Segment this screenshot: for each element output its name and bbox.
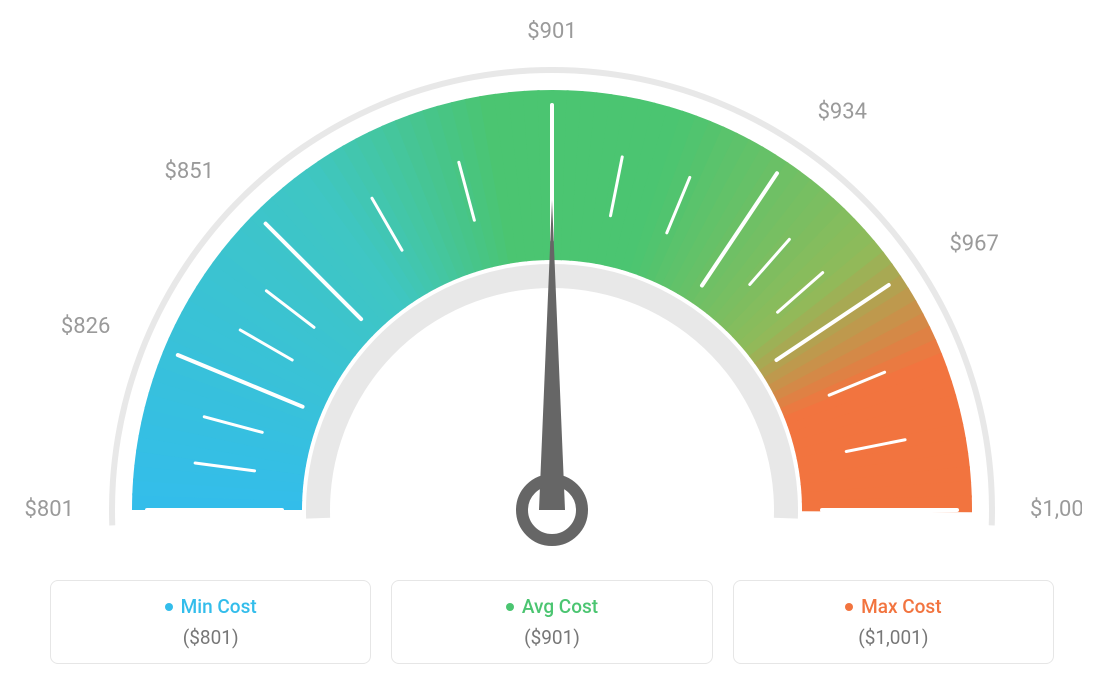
svg-text:$901: $901 [527,20,576,44]
svg-text:$967: $967 [949,231,998,256]
svg-text:$801: $801 [25,497,74,522]
legend-top-min: Min Cost [165,595,257,618]
legend-top-avg: Avg Cost [506,595,598,618]
gauge-chart: $801 $826 $851 $901 $934 $967 $1,001 [20,20,1084,580]
svg-text:$1,001: $1,001 [1030,497,1082,522]
legend-label-avg: Avg Cost [522,595,598,618]
dot-min [165,603,173,611]
legend-value-max: ($1,001) [858,626,928,649]
svg-text:$934: $934 [818,100,867,125]
legend-label-max: Max Cost [861,595,941,618]
legend-label-min: Min Cost [181,595,257,618]
legend-row: Min Cost ($801) Avg Cost ($901) Max Cost… [50,580,1054,664]
legend-top-max: Max Cost [845,595,941,618]
legend-card-max: Max Cost ($1,001) [733,580,1054,664]
legend-value-avg: ($901) [524,626,580,649]
gauge-svg: $801 $826 $851 $901 $934 $967 $1,001 [22,20,1082,580]
dot-max [845,603,853,611]
svg-text:$826: $826 [61,314,110,339]
legend-value-min: ($801) [183,626,239,649]
legend-card-min: Min Cost ($801) [50,580,371,664]
svg-text:$851: $851 [165,159,214,184]
legend-card-avg: Avg Cost ($901) [391,580,712,664]
dot-avg [506,603,514,611]
